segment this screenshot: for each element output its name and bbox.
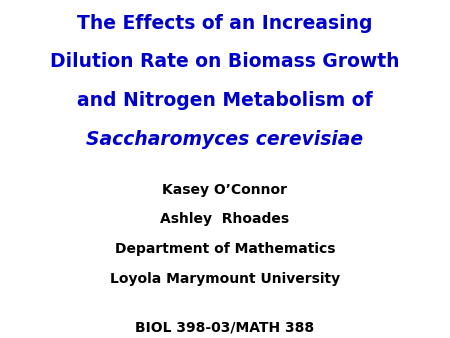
Text: Loyola Marymount University: Loyola Marymount University (110, 272, 340, 286)
Text: Saccharomyces cerevisiae: Saccharomyces cerevisiae (86, 130, 364, 149)
Text: Kasey O’Connor: Kasey O’Connor (162, 183, 288, 196)
Text: Ashley  Rhoades: Ashley Rhoades (161, 212, 289, 226)
Text: Dilution Rate on Biomass Growth: Dilution Rate on Biomass Growth (50, 52, 400, 71)
Text: The Effects of an Increasing: The Effects of an Increasing (77, 14, 373, 32)
Text: Department of Mathematics: Department of Mathematics (115, 242, 335, 256)
Text: and Nitrogen Metabolism of: and Nitrogen Metabolism of (77, 91, 373, 110)
Text: BIOL 398-03/MATH 388: BIOL 398-03/MATH 388 (135, 320, 315, 334)
